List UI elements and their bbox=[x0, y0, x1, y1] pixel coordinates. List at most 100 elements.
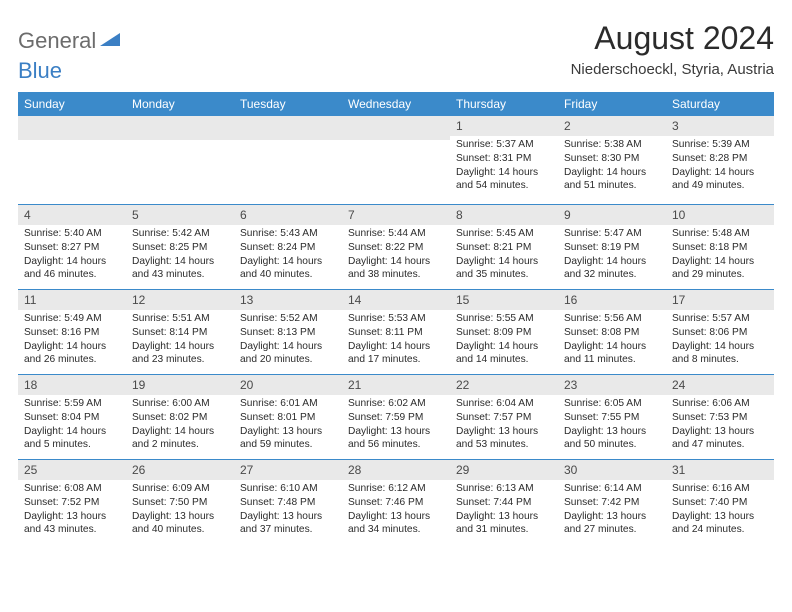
day-number: 22 bbox=[450, 375, 558, 395]
calendar-week-row: 18Sunrise: 5:59 AMSunset: 8:04 PMDayligh… bbox=[18, 375, 774, 460]
weekday-header: Thursday bbox=[450, 92, 558, 116]
day-details: Sunrise: 6:02 AMSunset: 7:59 PMDaylight:… bbox=[342, 395, 450, 459]
sunset-line: Sunset: 8:04 PM bbox=[24, 412, 99, 423]
day-details: Sunrise: 5:48 AMSunset: 8:18 PMDaylight:… bbox=[666, 225, 774, 289]
sunrise-line: Sunrise: 5:38 AM bbox=[564, 139, 642, 150]
day-number: 10 bbox=[666, 205, 774, 225]
daylight-line: Daylight: 14 hours and 46 minutes. bbox=[24, 256, 106, 281]
daylight-line: Daylight: 14 hours and 38 minutes. bbox=[348, 256, 430, 281]
sunrise-line: Sunrise: 6:06 AM bbox=[672, 398, 750, 409]
daylight-line: Daylight: 14 hours and 5 minutes. bbox=[24, 426, 106, 451]
calendar-day-cell bbox=[18, 116, 126, 205]
sunrise-line: Sunrise: 6:10 AM bbox=[240, 483, 318, 494]
sunset-line: Sunset: 8:14 PM bbox=[132, 327, 207, 338]
day-details: Sunrise: 5:53 AM Sunset: 8:11 PM Daylight:… bbox=[342, 310, 450, 374]
day-number-bar-empty bbox=[342, 116, 450, 140]
sunrise-line: Sunrise: 5:53 AM bbox=[348, 313, 426, 324]
sunset-line: Sunset: 8:25 PM bbox=[132, 242, 207, 253]
sunset-line: Sunset: 8:06 PM bbox=[672, 327, 747, 338]
sunset-line: Sunset: 8:11 PM bbox=[348, 327, 423, 338]
calendar-week-row: 11Sunrise: 5:49 AMSunset: 8:16 PMDayligh… bbox=[18, 290, 774, 375]
sunset-line: Sunset: 8:08 PM bbox=[564, 327, 639, 338]
calendar-day-cell: 15Sunrise: 5:55 AMSunset: 8:09 PMDayligh… bbox=[450, 290, 558, 375]
sunset-line: Sunset: 8:22 PM bbox=[348, 242, 423, 253]
calendar-day-cell: 22Sunrise: 6:04 AMSunset: 7:57 PMDayligh… bbox=[450, 375, 558, 460]
calendar-day-cell: 26Sunrise: 6:09 AMSunset: 7:50 PMDayligh… bbox=[126, 460, 234, 545]
daylight-line: Daylight: 13 hours and 59 minutes. bbox=[240, 426, 322, 451]
calendar-day-cell: 18Sunrise: 5:59 AMSunset: 8:04 PMDayligh… bbox=[18, 375, 126, 460]
day-details: Sunrise: 5:43 AMSunset: 8:24 PMDaylight:… bbox=[234, 225, 342, 289]
calendar-day-cell: 30Sunrise: 6:14 AMSunset: 7:42 PMDayligh… bbox=[558, 460, 666, 545]
sunset-line: Sunset: 7:50 PM bbox=[132, 497, 207, 508]
calendar-day-cell: 8Sunrise: 5:45 AMSunset: 8:21 PMDaylight… bbox=[450, 205, 558, 290]
sunrise-line: Sunrise: 5:45 AM bbox=[456, 228, 534, 239]
day-details: Sunrise: 6:00 AMSunset: 8:02 PMDaylight:… bbox=[126, 395, 234, 459]
calendar-day-cell: 13Sunrise: 5:52 AMSunset: 8:13 PMDayligh… bbox=[234, 290, 342, 375]
day-details: Sunrise: 5:49 AMSunset: 8:16 PMDaylight:… bbox=[18, 310, 126, 374]
day-number-bar-empty bbox=[234, 116, 342, 140]
sunrise-line: Sunrise: 5:44 AM bbox=[348, 228, 426, 239]
calendar-day-cell: 29Sunrise: 6:13 AMSunset: 7:44 PMDayligh… bbox=[450, 460, 558, 545]
daylight-line: Daylight: 14 hours and 20 minutes. bbox=[240, 341, 322, 366]
day-body-empty bbox=[234, 140, 342, 204]
day-details: Sunrise: 6:09 AMSunset: 7:50 PMDaylight:… bbox=[126, 480, 234, 544]
sunrise-line: Sunrise: 6:12 AM bbox=[348, 483, 426, 494]
calendar-day-cell: 4Sunrise: 5:40 AMSunset: 8:27 PMDaylight… bbox=[18, 205, 126, 290]
day-number: 28 bbox=[342, 460, 450, 480]
day-details: Sunrise: 5:47 AMSunset: 8:19 PMDaylight:… bbox=[558, 225, 666, 289]
sunrise-line: Sunrise: 5:47 AM bbox=[564, 228, 642, 239]
weekday-header: Sunday bbox=[18, 92, 126, 116]
day-details: Sunrise: 6:04 AMSunset: 7:57 PMDaylight:… bbox=[450, 395, 558, 459]
daylight-line: Daylight: 13 hours and 31 minutes. bbox=[456, 511, 538, 536]
sunrise-line: Sunrise: 6:14 AM bbox=[564, 483, 642, 494]
daylight-line: Daylight: 13 hours and 47 minutes. bbox=[672, 426, 754, 451]
calendar-day-cell: 5Sunrise: 5:42 AMSunset: 8:25 PMDaylight… bbox=[126, 205, 234, 290]
sunrise-line: Sunrise: 6:08 AM bbox=[24, 483, 102, 494]
logo-text-general: General bbox=[18, 28, 96, 54]
calendar-day-cell: 11Sunrise: 5:49 AMSunset: 8:16 PMDayligh… bbox=[18, 290, 126, 375]
day-details: Sunrise: 5:56 AMSunset: 8:08 PMDaylight:… bbox=[558, 310, 666, 374]
sunset-line: Sunset: 8:28 PM bbox=[672, 153, 747, 164]
weekday-header: Monday bbox=[126, 92, 234, 116]
weekday-header-row: Sunday Monday Tuesday Wednesday Thursday… bbox=[18, 92, 774, 116]
sunrise-line: Sunrise: 6:09 AM bbox=[132, 483, 210, 494]
weekday-header: Saturday bbox=[666, 92, 774, 116]
sunrise-line: Sunrise: 5:48 AM bbox=[672, 228, 750, 239]
day-number: 5 bbox=[126, 205, 234, 225]
sunset-line: Sunset: 8:01 PM bbox=[240, 412, 315, 423]
day-number: 4 bbox=[18, 205, 126, 225]
daylight-line: Daylight: 13 hours and 34 minutes. bbox=[348, 511, 430, 536]
day-number: 25 bbox=[18, 460, 126, 480]
sunset-line: Sunset: 8:27 PM bbox=[24, 242, 99, 253]
sunrise-line: Sunrise: 5:51 AM bbox=[132, 313, 210, 324]
logo-triangle-icon bbox=[100, 30, 120, 53]
daylight-line: Daylight: 14 hours and 26 minutes. bbox=[24, 341, 106, 366]
calendar-day-cell: 2Sunrise: 5:38 AMSunset: 8:30 PMDaylight… bbox=[558, 116, 666, 205]
day-number: 12 bbox=[126, 290, 234, 310]
day-number: 9 bbox=[558, 205, 666, 225]
day-number: 26 bbox=[126, 460, 234, 480]
sunrise-line: Sunrise: 6:02 AM bbox=[348, 398, 426, 409]
day-number: 21 bbox=[342, 375, 450, 395]
daylight-line: Daylight: 14 hours and 51 minutes. bbox=[564, 167, 646, 192]
daylight-line: Daylight: 14 hours and 17 minutes. bbox=[348, 341, 430, 366]
day-number: 15 bbox=[450, 290, 558, 310]
day-details: Sunrise: 5:37 AMSunset: 8:31 PMDaylight:… bbox=[450, 136, 558, 200]
daylight-line: Daylight: 14 hours and 2 minutes. bbox=[132, 426, 214, 451]
sunset-line: Sunset: 8:18 PM bbox=[672, 242, 747, 253]
sunset-line: Sunset: 7:48 PM bbox=[240, 497, 315, 508]
day-details: Sunrise: 6:08 AMSunset: 7:52 PMDaylight:… bbox=[18, 480, 126, 544]
page-title: August 2024 bbox=[571, 20, 774, 57]
daylight-line: Daylight: 13 hours and 43 minutes. bbox=[24, 511, 106, 536]
day-details: Sunrise: 6:13 AMSunset: 7:44 PMDaylight:… bbox=[450, 480, 558, 544]
daylight-line: Daylight: 14 hours and 32 minutes. bbox=[564, 256, 646, 281]
day-number: 8 bbox=[450, 205, 558, 225]
daylight-line: Daylight: 14 hours and 49 minutes. bbox=[672, 167, 754, 192]
day-number: 3 bbox=[666, 116, 774, 136]
day-number: 14 bbox=[342, 290, 450, 310]
sunset-line: Sunset: 7:46 PM bbox=[348, 497, 423, 508]
calendar-day-cell: 28 Sunrise: 6:12 AM Sunset: 7:46 PM Dayligh… bbox=[342, 460, 450, 545]
day-number-bar-empty bbox=[18, 116, 126, 140]
sunset-line: Sunset: 7:55 PM bbox=[564, 412, 639, 423]
calendar-week-row: 4Sunrise: 5:40 AMSunset: 8:27 PMDaylight… bbox=[18, 205, 774, 290]
